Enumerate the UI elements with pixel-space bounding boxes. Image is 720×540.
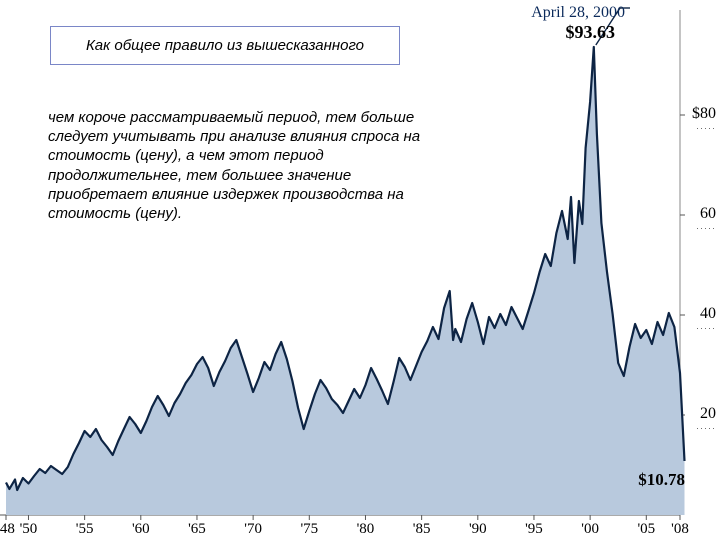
y-tick-label: 40 — [700, 305, 716, 323]
body-paragraph: чем короче рассматриваемый период, тем б… — [48, 108, 428, 223]
peak-value-label: $93.63 — [566, 22, 616, 43]
x-tick-label: '60 — [132, 521, 150, 538]
chart-region — [0, 0, 720, 540]
x-tick-label: '00 — [581, 521, 599, 538]
canvas: Как общее правило из вышесказанного чем … — [0, 0, 720, 540]
y-tick-label: 60 — [700, 205, 716, 223]
x-tick-label: '08 — [671, 521, 689, 538]
heading-text: Как общее правило из вышесказанного — [65, 37, 385, 54]
x-tick-label: '70 — [244, 521, 262, 538]
end-value-label: $10.78 — [638, 470, 685, 490]
heading-box: Как общее правило из вышесказанного — [50, 26, 400, 65]
x-tick-label: '85 — [413, 521, 431, 538]
x-tick-label: '95 — [525, 521, 543, 538]
x-tick-label: '75 — [300, 521, 318, 538]
area-chart — [0, 0, 720, 540]
x-tick-label: '65 — [188, 521, 206, 538]
x-tick-label: '80 — [357, 521, 375, 538]
x-tick-label: '50 — [20, 521, 38, 538]
x-axis-labels: '48 '50 '55 '60 '65 '70 '75 '80 '85 '90 '95 '00 '05 '… — [0, 518, 720, 538]
peak-date-label: April 28, 2000 — [531, 4, 625, 22]
y-tick-label: 20 — [700, 405, 716, 423]
x-tick-label: '55 — [76, 521, 94, 538]
x-tick-label: '48 — [0, 521, 15, 538]
x-tick-label: '05 — [637, 521, 655, 538]
y-tick-label: $80 — [692, 105, 716, 123]
x-tick-label: '90 — [469, 521, 487, 538]
